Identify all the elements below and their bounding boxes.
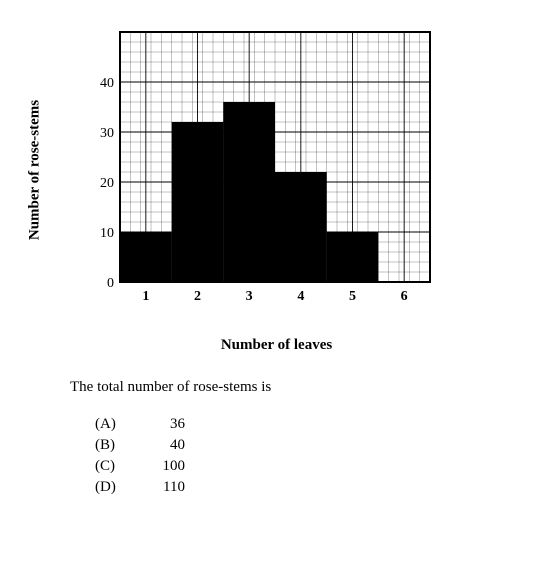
- svg-text:2: 2: [194, 289, 201, 304]
- svg-text:4: 4: [297, 289, 304, 304]
- svg-text:30: 30: [100, 126, 114, 141]
- option-label: (B): [95, 437, 150, 454]
- svg-text:3: 3: [246, 289, 253, 304]
- option-label: (C): [95, 458, 150, 475]
- option-value: 110: [150, 479, 185, 496]
- option-value: 40: [150, 437, 185, 454]
- svg-text:20: 20: [100, 176, 114, 191]
- option-value: 36: [150, 416, 185, 433]
- svg-text:6: 6: [401, 289, 408, 304]
- question-text: The total number of rose-stems is: [70, 379, 513, 396]
- svg-text:40: 40: [100, 76, 114, 91]
- answer-option: (A)36: [95, 416, 513, 433]
- svg-text:1: 1: [142, 289, 149, 304]
- answer-option: (D)110: [95, 479, 513, 496]
- svg-text:5: 5: [349, 289, 356, 304]
- answer-option: (B)40: [95, 437, 513, 454]
- svg-text:0: 0: [107, 276, 114, 291]
- x-axis-label: Number of leaves: [40, 337, 513, 354]
- histogram-chart: Number of rose-stems 010203040123456: [90, 30, 513, 309]
- option-value: 100: [150, 458, 185, 475]
- option-label: (D): [95, 479, 150, 496]
- answer-option: (C)100: [95, 458, 513, 475]
- y-axis-label: Number of rose-stems: [27, 99, 44, 239]
- answer-options: (A)36(B)40(C)100(D)110: [95, 416, 513, 496]
- svg-text:10: 10: [100, 226, 114, 241]
- chart-svg: 0 10 20 30 40 1 2 3 4 5 6: [90, 30, 432, 304]
- option-label: (A): [95, 416, 150, 433]
